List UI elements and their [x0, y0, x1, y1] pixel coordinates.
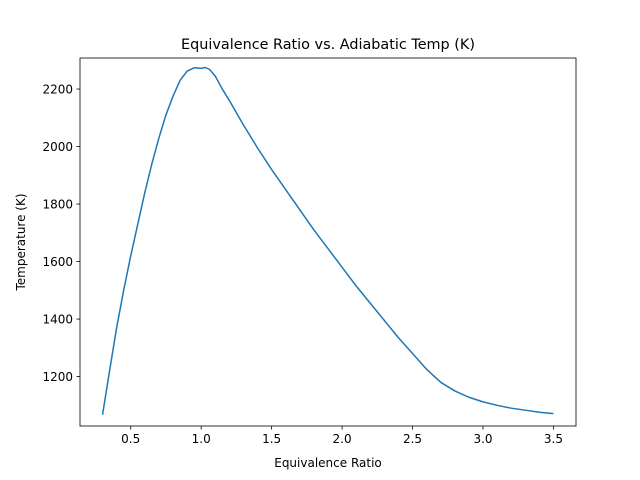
y-tick-label: 1600	[42, 255, 73, 269]
x-axis-label: Equivalence Ratio	[274, 456, 382, 470]
chart-title: Equivalence Ratio vs. Adiabatic Temp (K)	[181, 37, 475, 53]
y-tick-label: 1400	[42, 312, 73, 326]
x-tick-label: 0.5	[121, 432, 140, 446]
x-tick-label: 3.0	[473, 432, 492, 446]
y-tick-label: 1200	[42, 370, 73, 384]
y-tick-label: 2200	[42, 82, 73, 96]
series-line-0	[101, 66, 554, 415]
axes-frame	[79, 57, 577, 427]
x-tick-label: 1.5	[262, 432, 281, 446]
plot-area: 0.5 1.0 1.5 2.0 2.5 3.0 3.5 1200 1400 1600 1800 200…	[42, 57, 577, 446]
y-axis-label: Temperature (K)	[14, 193, 28, 291]
x-tick-label: 1.0	[192, 432, 211, 446]
y-tick-label: 1800	[42, 197, 73, 211]
x-tick-label: 3.5	[544, 432, 563, 446]
x-tick-label: 2.0	[333, 432, 352, 446]
x-tick-label: 2.5	[403, 432, 422, 446]
y-tick-label: 2000	[42, 140, 73, 154]
